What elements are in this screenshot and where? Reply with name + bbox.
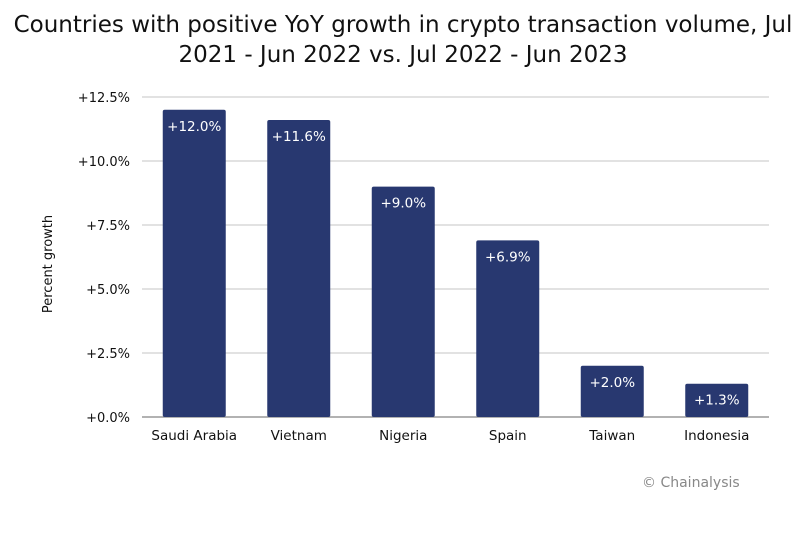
- chart-title: Countries with positive YoY growth in cr…: [13, 12, 793, 68]
- x-tick-label: Indonesia: [684, 428, 749, 444]
- x-tick-label: Vietnam: [271, 428, 327, 444]
- bar: [371, 186, 435, 417]
- bar: [685, 383, 749, 417]
- bar: [267, 120, 331, 417]
- source-credit: © Chainalysis: [642, 475, 740, 491]
- data-label: +9.0%: [380, 196, 426, 212]
- data-label: +2.0%: [589, 375, 635, 391]
- data-label: +6.9%: [485, 249, 531, 265]
- x-tick-label: Saudi Arabia: [151, 428, 237, 444]
- y-tick-label: +0.0%: [86, 411, 130, 426]
- bar: [476, 240, 540, 417]
- y-tick-label: +7.5%: [86, 219, 130, 234]
- y-tick-label: +2.5%: [86, 347, 130, 362]
- bar: [580, 365, 644, 417]
- x-tick-label: Taiwan: [588, 428, 635, 444]
- y-tick-label: +12.5%: [78, 91, 130, 106]
- bar: [162, 109, 226, 418]
- data-label: +11.6%: [272, 129, 326, 145]
- y-tick-label: +5.0%: [86, 283, 130, 298]
- x-tick-label: Nigeria: [379, 428, 427, 444]
- data-label: +12.0%: [167, 119, 221, 135]
- data-label: +1.3%: [694, 393, 740, 409]
- y-tick-label: +10.0%: [78, 155, 130, 170]
- y-axis-label: Percent growth: [41, 215, 56, 313]
- x-tick-label: Spain: [489, 428, 527, 444]
